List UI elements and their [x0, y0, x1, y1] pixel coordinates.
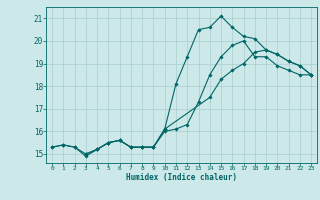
X-axis label: Humidex (Indice chaleur): Humidex (Indice chaleur)	[126, 173, 237, 182]
